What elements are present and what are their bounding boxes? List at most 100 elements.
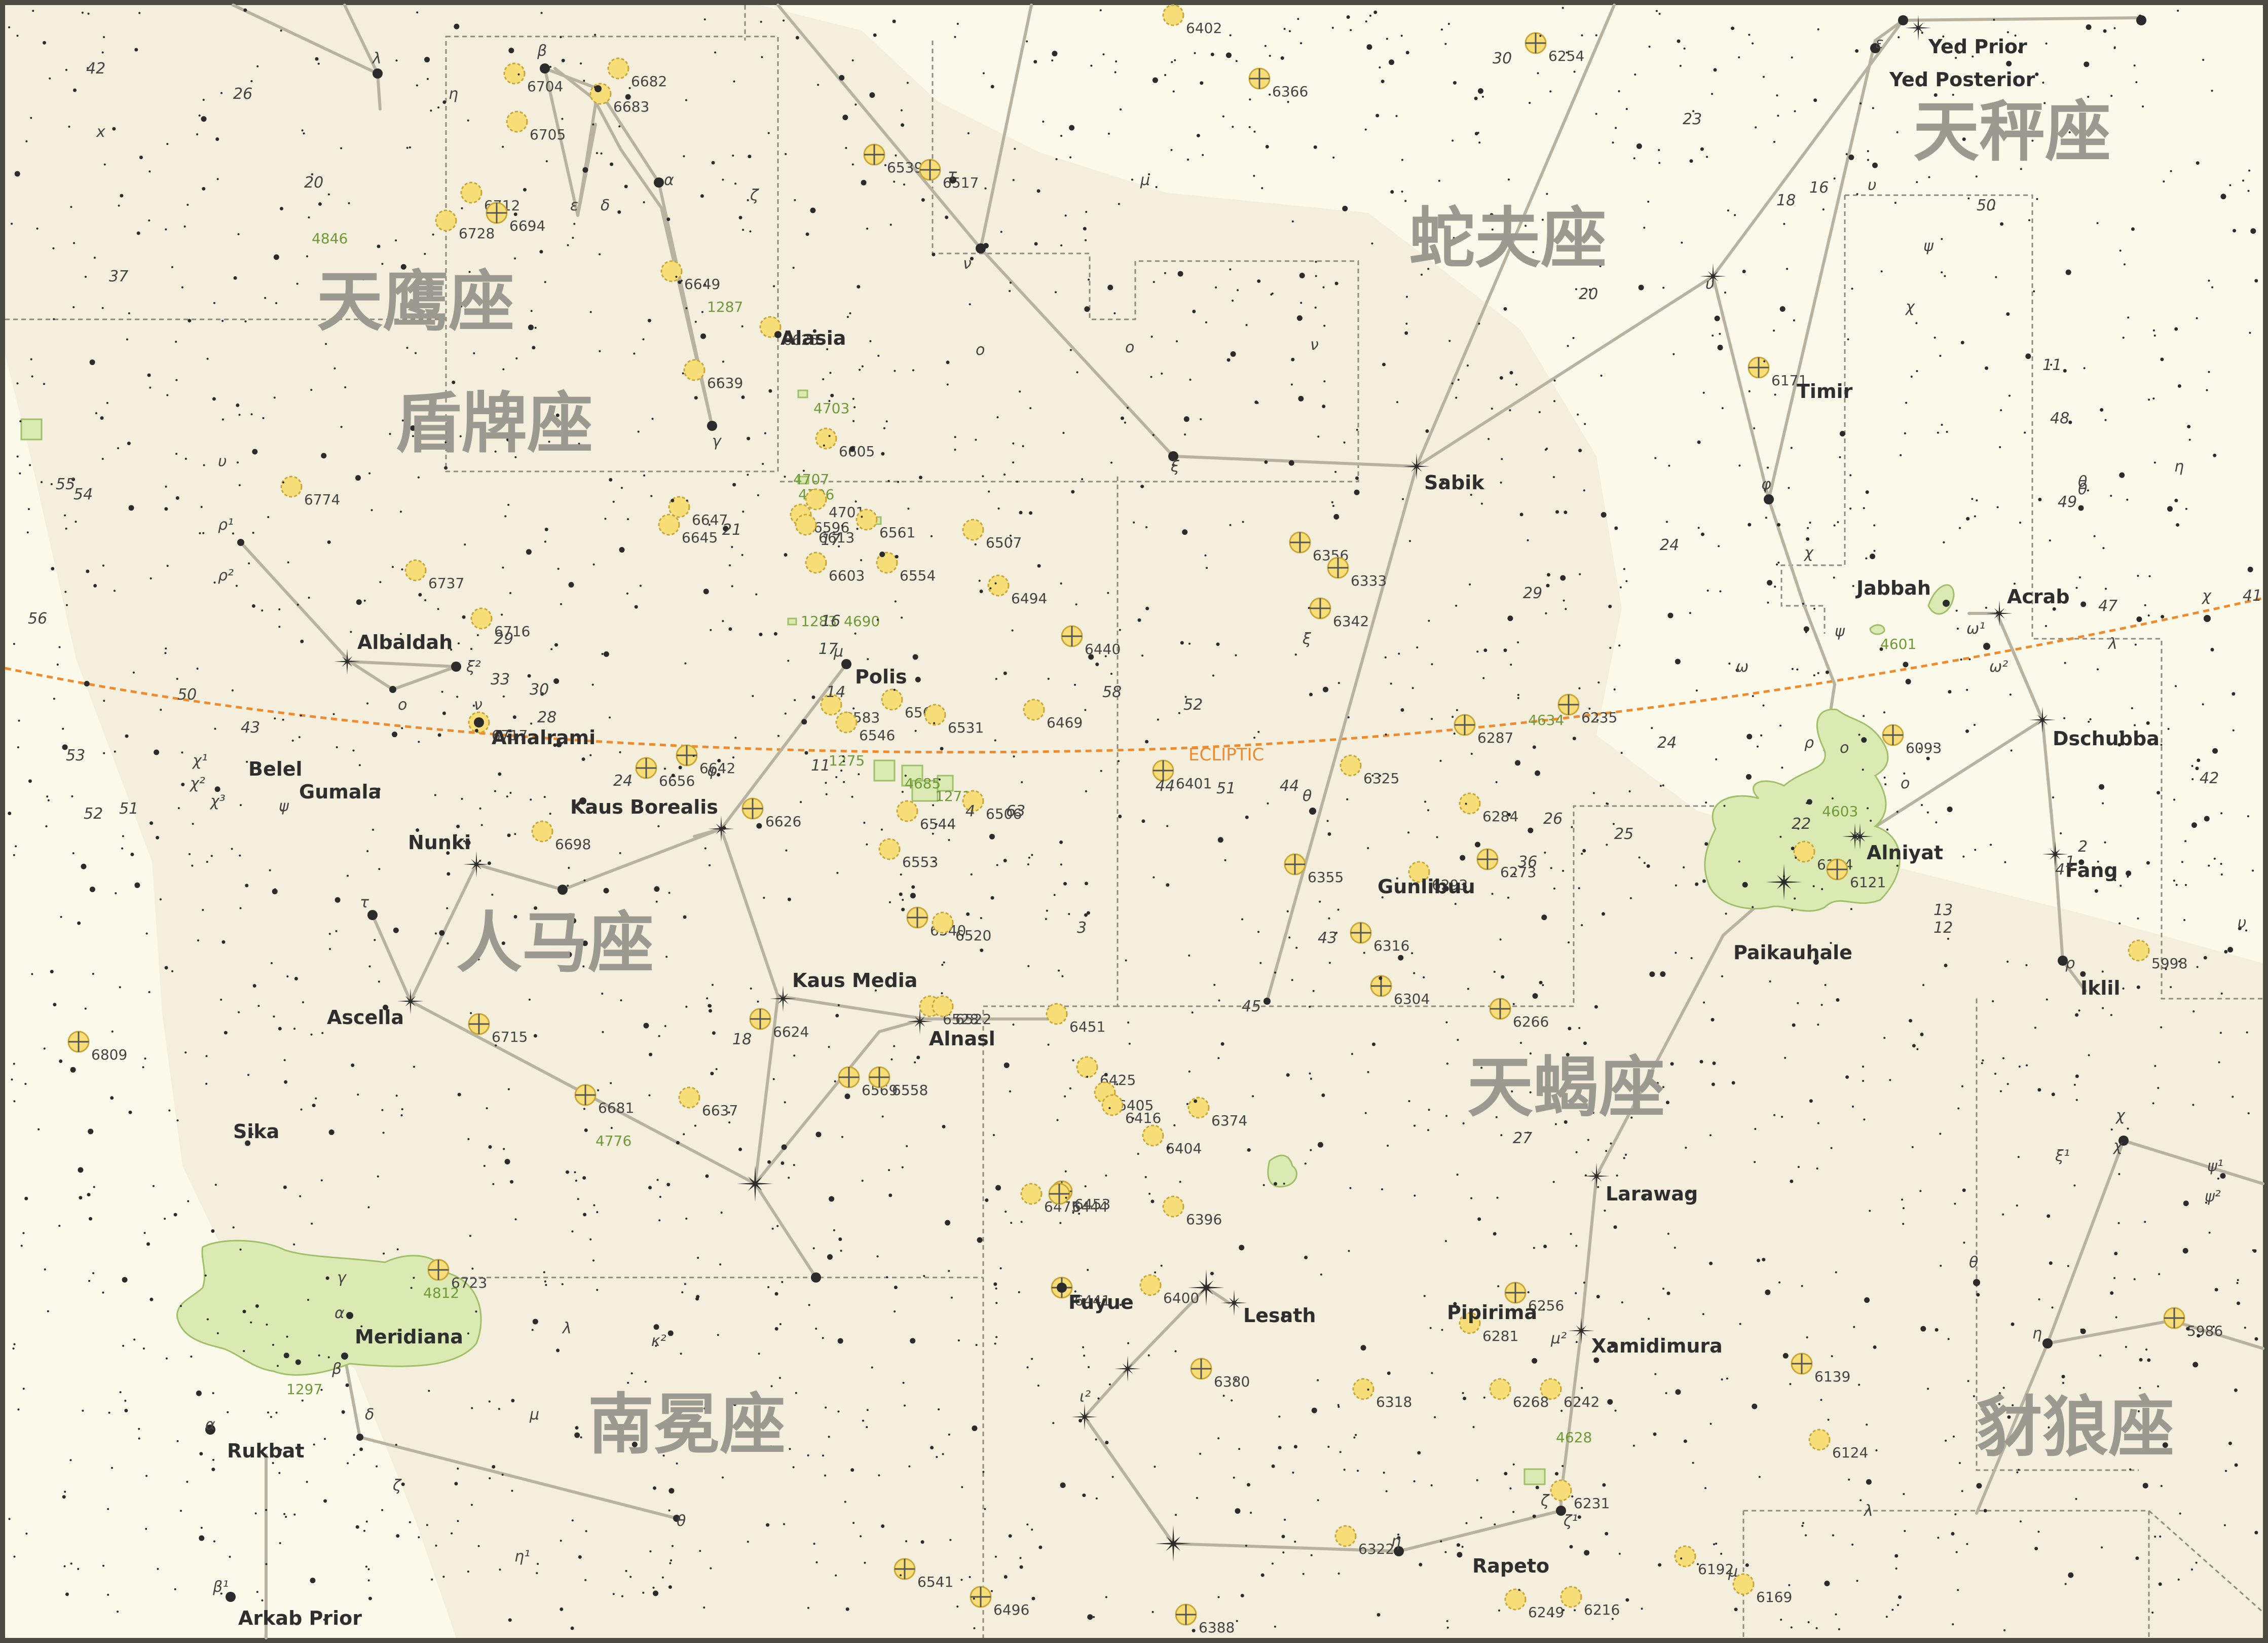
faint-star — [2167, 727, 2170, 730]
faint-star — [565, 429, 567, 431]
faint-star — [1767, 580, 1773, 586]
faint-star — [237, 233, 240, 235]
faint-star — [545, 160, 548, 163]
faint-star — [1960, 341, 1964, 345]
faint-star — [192, 823, 194, 825]
faint-star — [1976, 499, 1978, 502]
faint-star — [2101, 1546, 2103, 1549]
faint-star — [845, 147, 847, 149]
faint-star — [2075, 1498, 2077, 1500]
dso-label-6405: 6405 — [1118, 1097, 1154, 1114]
faint-star — [1564, 1120, 1568, 1124]
faint-star — [1609, 647, 1612, 649]
faint-star — [1462, 1122, 1465, 1124]
faint-star — [248, 562, 250, 565]
faint-star — [901, 791, 904, 793]
faint-star — [1856, 1580, 1858, 1582]
faint-star — [447, 872, 451, 876]
faint-star — [247, 1074, 250, 1076]
faint-star — [1560, 1409, 1563, 1412]
faint-star — [2177, 384, 2181, 388]
faint-star — [1704, 842, 1708, 846]
globular-cross — [1505, 1283, 1526, 1303]
faint-star — [1008, 1534, 1012, 1538]
faint-star — [1456, 1174, 1459, 1176]
faint-star — [923, 1274, 925, 1277]
faint-star — [1036, 189, 1040, 193]
faint-star — [2031, 139, 2034, 142]
faint-star — [279, 206, 283, 210]
faint-star — [592, 123, 594, 126]
faint-star — [2126, 498, 2129, 501]
constellation-aquila: 天鹰座 — [317, 263, 514, 340]
faint-star — [1317, 435, 1320, 438]
faint-star — [1588, 288, 1591, 291]
faint-star — [1527, 1291, 1530, 1294]
faint-star — [2236, 1282, 2239, 1284]
faint-star — [476, 634, 479, 636]
faint-star — [1538, 411, 1541, 413]
faint-star — [273, 396, 276, 399]
dso-label-6441: 6441 — [1074, 1292, 1110, 1309]
faint-star — [283, 1059, 286, 1062]
faint-star — [2048, 1426, 2050, 1429]
faint-star — [1752, 906, 1754, 908]
faint-star — [273, 1015, 275, 1018]
faint-star — [53, 698, 55, 700]
faint-star — [1497, 1285, 1500, 1288]
faint-star — [1509, 1487, 1512, 1490]
faint-star — [1060, 135, 1063, 137]
faint-star — [709, 1009, 713, 1013]
dso-marker-6284 — [1459, 792, 1481, 815]
faint-star — [1662, 286, 1665, 289]
faint-star — [1665, 1101, 1669, 1105]
dso-label-6124: 6124 — [1832, 1444, 1868, 1461]
faint-star — [1253, 130, 1256, 133]
faint-star — [2197, 758, 2201, 762]
faint-star — [2160, 357, 2164, 361]
faint-star — [1172, 90, 1175, 93]
faint-star — [2202, 59, 2205, 61]
faint-star — [293, 1513, 296, 1516]
faint-star — [352, 749, 355, 752]
faint-star — [1145, 526, 1148, 529]
dso-marker-6249 — [1504, 1588, 1527, 1611]
faint-star — [1944, 275, 1946, 277]
faint-star — [792, 267, 795, 269]
faint-star — [1402, 498, 1404, 500]
faint-star — [1425, 429, 1429, 433]
faint-star — [27, 508, 30, 510]
faint-star — [2248, 169, 2251, 172]
faint-star — [1550, 867, 1552, 869]
faint-star — [1379, 976, 1383, 980]
faint-star — [885, 420, 888, 423]
faint-star — [11, 1078, 13, 1081]
faint-star — [1309, 1072, 1311, 1075]
faint-star — [144, 1057, 146, 1060]
faint-star — [2080, 601, 2087, 607]
greek-label: 12 — [1934, 919, 1953, 937]
faint-star — [1270, 294, 1273, 296]
faint-star — [442, 1576, 445, 1578]
faint-star — [506, 795, 508, 798]
faint-star — [24, 1083, 27, 1085]
faint-star — [173, 1213, 177, 1217]
faint-star — [647, 318, 651, 322]
faint-star — [148, 170, 151, 173]
faint-star — [671, 1545, 674, 1547]
faint-star — [171, 970, 173, 972]
dso-label-6169: 6169 — [1756, 1589, 1792, 1605]
faint-star — [849, 446, 856, 452]
faint-star — [807, 1607, 809, 1609]
dso-label-6603: 6603 — [829, 567, 865, 584]
faint-star — [355, 1525, 359, 1529]
faint-star — [2119, 472, 2125, 478]
faint-star — [815, 1131, 822, 1138]
faint-star — [1817, 28, 1819, 30]
faint-star — [843, 760, 845, 762]
faint-star — [2223, 1524, 2226, 1526]
faint-star — [1144, 1176, 1147, 1178]
faint-star — [1177, 271, 1183, 277]
faint-star — [1069, 349, 1072, 351]
